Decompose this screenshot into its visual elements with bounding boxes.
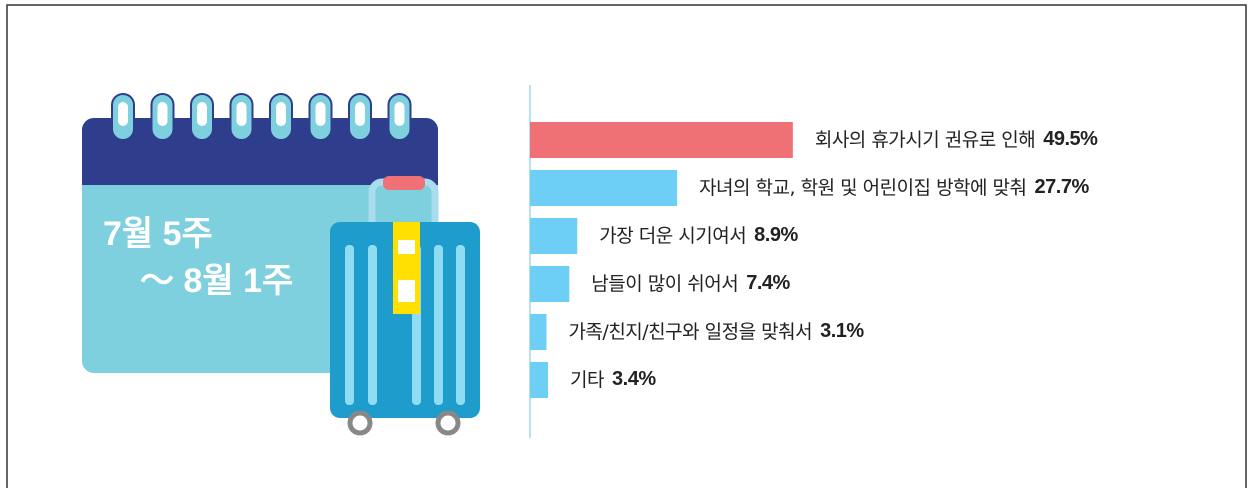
value-label: 49.5% [1043, 128, 1098, 150]
category-label: 가족/친지/친구와 일정을 맞춰서 [568, 321, 812, 343]
ring-hole [118, 102, 128, 126]
ring-hole [276, 102, 286, 126]
bar-label: 남들이 많이 쉬어서 7.4% [591, 272, 790, 294]
ring-hole [316, 102, 326, 126]
value-label: 3.1% [820, 320, 864, 342]
value-label: 8.9% [754, 224, 798, 246]
category-label: 가장 더운 시기여서 [599, 225, 746, 247]
bar [530, 218, 577, 254]
bar-label: 회사의 휴가시기 권유로 인해 49.5% [815, 128, 1098, 150]
category-label: 자녀의 학교, 학원 및 어린이집 방학에 맞춰 [699, 177, 1026, 199]
bar [530, 122, 793, 158]
value-label: 7.4% [746, 272, 790, 294]
annotation: 7월 5주 [103, 215, 213, 253]
ring-hole [355, 102, 365, 126]
annotation: ～ 8월 1주 [140, 262, 293, 300]
category-label: 남들이 많이 쉬어서 [591, 273, 738, 295]
value-label: 3.4% [612, 368, 656, 390]
bar [530, 170, 677, 206]
bar-label: 가족/친지/친구와 일정을 맞춰서 3.1% [568, 320, 864, 342]
value-label: 27.7% [1035, 176, 1090, 198]
bar [530, 266, 569, 302]
ring-hole [158, 102, 168, 126]
bar-label: 기타 3.4% [570, 368, 656, 390]
bar-label: 가장 더운 시기여서 8.9% [599, 224, 798, 246]
bar-label: 자녀의 학교, 학원 및 어린이집 방학에 맞춰 27.7% [699, 176, 1089, 198]
bar [530, 314, 546, 350]
infographic: 7월 5주 ～ 8월 1주 회사의 휴가시기 권유로 인해 49.5% 자녀의 학교… [0, 0, 1253, 488]
ring-hole [395, 102, 405, 126]
bar [530, 362, 548, 398]
ring-hole [237, 102, 247, 126]
category-label: 회사의 휴가시기 권유로 인해 [815, 129, 1035, 151]
ring-hole [197, 102, 207, 126]
category-label: 기타 [570, 369, 604, 391]
